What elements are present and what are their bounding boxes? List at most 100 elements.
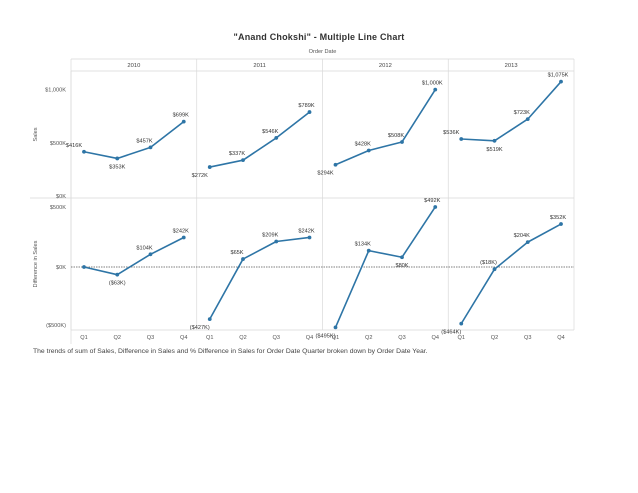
- data-label: ($18K): [480, 260, 497, 266]
- data-point-sales-2010-Q3: [148, 145, 153, 150]
- y-tick-label: $500K: [50, 205, 66, 211]
- data-point-sales-2011-Q1: [207, 165, 212, 169]
- x-tick-label-2012-Q1: Q1: [332, 335, 339, 341]
- data-point-difference-in-sales-2012-Q1: [333, 325, 338, 330]
- year-header-2011: 2011: [253, 63, 265, 69]
- y-tick-label: ($500K): [46, 323, 66, 329]
- y-tick-label: $0K: [56, 265, 66, 271]
- data-label: $492K: [424, 198, 440, 204]
- data-label: ($464K): [441, 330, 461, 336]
- data-label: $723K: [514, 110, 530, 116]
- x-tick-label-2010-Q2: Q2: [114, 335, 121, 341]
- x-tick-label-2012-Q4: Q4: [432, 335, 439, 341]
- data-point-difference-in-sales-2011-Q4: [307, 235, 312, 240]
- x-tick-label-2011-Q3: Q3: [273, 335, 280, 341]
- line-series-sales-2010: [83, 121, 185, 160]
- data-label: $337K: [229, 151, 245, 157]
- line-series-sales-2012: [335, 89, 436, 166]
- data-point-sales-2013-Q3: [525, 117, 530, 121]
- line-series-difference-in-sales-2011: [209, 236, 310, 320]
- data-label: $536K: [443, 130, 459, 136]
- data-point-difference-in-sales-2013-Q4: [559, 222, 563, 226]
- x-tick-label-2013-Q1: Q1: [458, 335, 465, 341]
- x-tick-label-2013-Q4: Q4: [557, 335, 564, 341]
- data-point-sales-2011-Q2: [241, 158, 245, 163]
- data-label: $294K: [317, 171, 333, 177]
- data-point-sales-2012-Q1: [333, 162, 338, 167]
- data-point-difference-in-sales-2011-Q2: [241, 257, 245, 261]
- line-series-difference-in-sales-2013: [460, 223, 562, 325]
- data-point-difference-in-sales-2010-Q4: [181, 235, 186, 240]
- data-point-difference-in-sales-2013-Q2: [492, 267, 497, 272]
- x-tick-label-2010-Q4: Q4: [180, 335, 187, 341]
- data-point-difference-in-sales-2012-Q3: [400, 255, 404, 260]
- data-point-sales-2010-Q4: [181, 119, 186, 124]
- line-series-difference-in-sales-2010: [83, 236, 185, 276]
- data-label: $272K: [192, 173, 208, 179]
- data-point-sales-2013-Q2: [492, 138, 497, 143]
- data-point-difference-in-sales-2012-Q4: [433, 205, 438, 209]
- data-label: $457K: [136, 138, 152, 144]
- data-point-difference-in-sales-2010-Q1: [82, 265, 86, 269]
- x-tick-label-2011-Q2: Q2: [239, 335, 246, 341]
- data-label: $789K: [298, 103, 314, 109]
- y-tick-label: $1,000K: [45, 88, 66, 94]
- x-tick-label-2013-Q2: Q2: [491, 335, 498, 341]
- data-point-sales-2013-Q1: [459, 137, 464, 141]
- data-point-sales-2010-Q2: [115, 156, 120, 161]
- line-series-sales-2011: [209, 111, 310, 168]
- data-label: $519K: [486, 147, 502, 153]
- data-point-difference-in-sales-2010-Q3: [148, 252, 153, 257]
- y-tick-label: $500K: [50, 141, 66, 147]
- data-label: $416K: [66, 143, 82, 149]
- y-tick-label: $0K: [56, 194, 66, 200]
- data-label: $242K: [173, 228, 189, 234]
- data-label: ($63K): [109, 281, 126, 287]
- data-point-sales-2011-Q4: [307, 110, 312, 114]
- data-label: $1,000K: [422, 81, 443, 87]
- data-point-sales-2013-Q4: [559, 79, 563, 84]
- data-label: $242K: [298, 228, 314, 234]
- year-header-2013: 2013: [505, 63, 518, 69]
- x-tick-label-2011-Q1: Q1: [206, 335, 213, 341]
- data-label: $80K: [395, 263, 408, 269]
- data-point-sales-2012-Q4: [433, 87, 438, 92]
- data-point-difference-in-sales-2010-Q2: [115, 272, 120, 277]
- data-label: ($427K): [190, 325, 210, 331]
- column-header-order-date: Order Date: [309, 49, 337, 55]
- data-point-difference-in-sales-2012-Q2: [366, 248, 371, 253]
- data-point-sales-2010-Q1: [82, 149, 86, 154]
- year-header-2012: 2012: [379, 63, 392, 69]
- row-label-sales: Sales: [33, 127, 39, 141]
- data-label: $204K: [514, 233, 530, 239]
- data-point-sales-2012-Q3: [400, 140, 404, 144]
- row-label-difference-in-sales: Difference in Sales: [33, 240, 39, 287]
- x-tick-label-2010-Q1: Q1: [80, 335, 87, 341]
- chart-title: "Anand Chokshi" - Multiple Line Chart: [233, 32, 405, 42]
- data-label: $352K: [550, 215, 566, 221]
- data-point-sales-2012-Q2: [366, 148, 371, 153]
- data-point-difference-in-sales-2013-Q3: [525, 240, 530, 245]
- data-point-difference-in-sales-2011-Q3: [274, 239, 279, 244]
- x-tick-label-2012-Q3: Q3: [398, 335, 405, 341]
- data-label: $546K: [262, 129, 278, 135]
- chart-caption: The trends of sum of Sales, Difference i…: [33, 348, 428, 355]
- data-label: $508K: [388, 133, 404, 139]
- data-label: $209K: [262, 233, 278, 239]
- data-point-difference-in-sales-2011-Q1: [207, 317, 212, 321]
- data-label: $65K: [230, 250, 243, 256]
- data-label: $353K: [109, 164, 125, 170]
- line-series-sales-2013: [461, 81, 562, 142]
- data-label: $699K: [173, 113, 189, 119]
- data-label: ($495K): [316, 333, 336, 339]
- x-tick-label-2011-Q4: Q4: [306, 335, 313, 341]
- data-point-sales-2011-Q3: [274, 136, 279, 140]
- line-series-difference-in-sales-2012: [334, 206, 436, 328]
- x-tick-label-2012-Q2: Q2: [365, 335, 372, 341]
- data-label: $1,075K: [548, 73, 569, 79]
- year-header-2010: 2010: [127, 63, 140, 69]
- x-tick-label-2013-Q3: Q3: [524, 335, 531, 341]
- data-label: $134K: [355, 242, 371, 248]
- x-tick-label-2010-Q3: Q3: [147, 335, 154, 341]
